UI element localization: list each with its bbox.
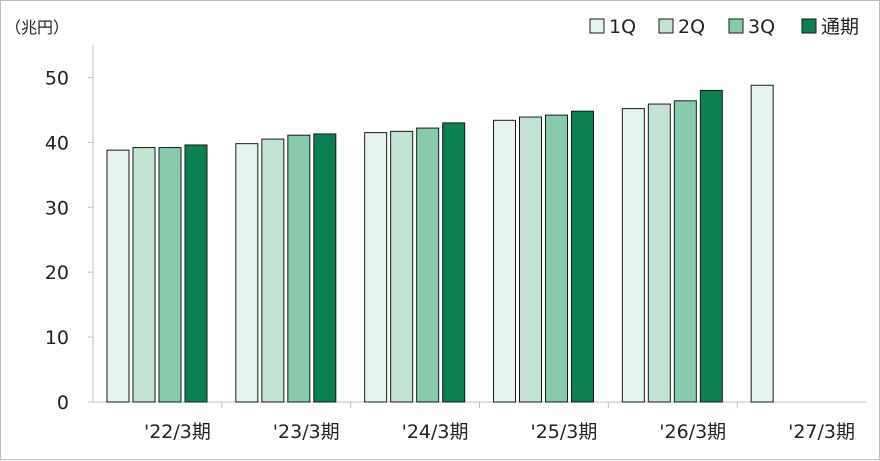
bar	[364, 132, 388, 403]
bar	[519, 116, 542, 403]
bar	[571, 110, 594, 403]
y-tick-label: 30	[45, 197, 69, 219]
x-category-label: '27/3期	[788, 421, 855, 443]
y-tick-label: 10	[45, 327, 69, 349]
legend-label: 3Q	[748, 16, 775, 38]
bar	[390, 130, 414, 403]
x-category-label: '23/3期	[273, 421, 340, 443]
y-unit-label: （兆円）	[5, 18, 69, 37]
bar	[106, 149, 130, 403]
legend: 1Q 2Q 3Q 通期	[589, 16, 859, 38]
bar	[416, 127, 440, 403]
y-tick-label: 50	[45, 67, 69, 89]
bar	[261, 138, 285, 403]
bar	[442, 122, 466, 403]
legend-swatch	[589, 18, 605, 34]
bar	[621, 108, 645, 403]
bar	[545, 114, 568, 403]
bar	[287, 134, 311, 403]
y-tick-label: 40	[45, 132, 69, 154]
legend-swatch	[801, 18, 817, 34]
bar-series-group	[106, 84, 774, 408]
bar	[647, 103, 671, 403]
x-category-label: '26/3期	[659, 421, 726, 443]
legend-label: 1Q	[609, 16, 636, 38]
y-tick-label: 20	[45, 262, 69, 284]
y-axis-ticks: 0 10 20 30 40 50	[45, 67, 93, 414]
x-category-label: '25/3期	[530, 421, 597, 443]
x-category-label: '22/3期	[144, 421, 211, 443]
bar	[132, 147, 156, 403]
bar	[313, 133, 337, 403]
bar	[235, 143, 259, 403]
legend-label: 2Q	[678, 16, 705, 38]
bar	[750, 84, 774, 403]
legend-swatch	[728, 18, 744, 34]
bar	[699, 89, 723, 403]
legend-label: 通期	[821, 16, 859, 38]
bar	[673, 100, 697, 403]
bar	[158, 147, 182, 403]
bar	[493, 119, 516, 403]
bar	[184, 144, 208, 403]
x-category-label: '24/3期	[402, 421, 469, 443]
y-tick-label: 0	[57, 392, 69, 414]
x-axis-labels: '22/3期 '23/3期 '24/3期 '25/3期 '26/3期 '27/3期	[144, 421, 855, 443]
legend-swatch	[658, 18, 674, 34]
